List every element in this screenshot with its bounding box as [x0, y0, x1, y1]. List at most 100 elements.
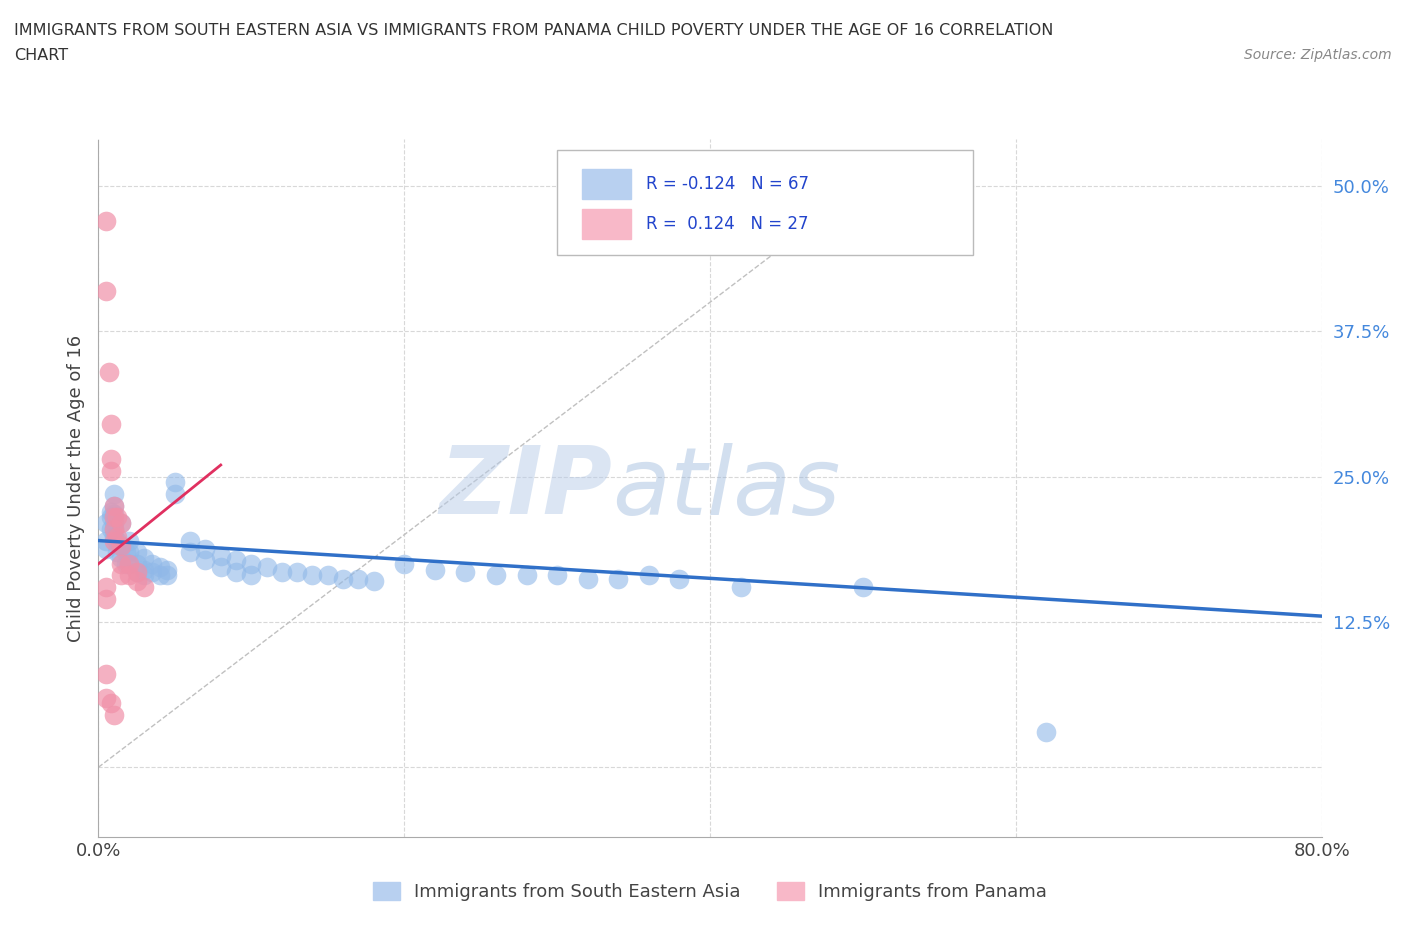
Point — [118, 556, 141, 571]
Point — [270, 565, 292, 579]
Point — [125, 565, 148, 579]
Point — [100, 417, 122, 432]
Point — [94, 591, 117, 606]
Point — [94, 284, 117, 299]
Point — [94, 579, 117, 594]
Point — [110, 539, 132, 554]
Point — [156, 562, 179, 577]
Point — [134, 579, 156, 594]
Point — [100, 504, 122, 519]
Point — [730, 579, 752, 594]
Point — [225, 553, 247, 568]
Point — [332, 571, 354, 587]
Y-axis label: Child Poverty Under the Age of 16: Child Poverty Under the Age of 16 — [66, 335, 84, 642]
Point — [105, 530, 128, 545]
Point — [115, 545, 138, 560]
Point — [103, 498, 125, 513]
Point — [668, 571, 690, 587]
Point — [105, 533, 128, 548]
Point — [347, 571, 370, 587]
Point — [423, 562, 446, 577]
Point — [103, 486, 125, 501]
Point — [607, 571, 630, 587]
Point — [209, 560, 232, 575]
Point — [225, 565, 247, 579]
Point — [118, 533, 141, 548]
Point — [94, 690, 117, 705]
Point — [209, 549, 232, 564]
Point — [141, 565, 163, 579]
Text: Source: ZipAtlas.com: Source: ZipAtlas.com — [1244, 48, 1392, 62]
Point — [125, 565, 148, 579]
Point — [194, 553, 217, 568]
Point — [110, 556, 132, 571]
Point — [156, 568, 179, 583]
Point — [118, 545, 141, 560]
Bar — [582, 169, 630, 199]
Point — [163, 475, 186, 490]
Point — [100, 463, 122, 478]
Point — [105, 510, 128, 525]
Point — [141, 556, 163, 571]
Text: R = -0.124   N = 67: R = -0.124 N = 67 — [647, 175, 810, 193]
Point — [100, 452, 122, 467]
Point — [240, 556, 263, 571]
Point — [103, 533, 125, 548]
Point — [125, 574, 148, 589]
Point — [240, 568, 263, 583]
Point — [110, 516, 132, 531]
Bar — [582, 209, 630, 239]
Point — [256, 560, 278, 575]
Point — [94, 214, 117, 229]
Point — [125, 545, 148, 560]
Point — [301, 568, 323, 583]
Point — [179, 545, 201, 560]
Point — [115, 556, 138, 571]
Point — [576, 571, 599, 587]
Point — [103, 507, 125, 522]
Point — [103, 522, 125, 537]
Point — [134, 568, 156, 583]
Point — [100, 510, 122, 525]
Point — [94, 516, 117, 531]
Point — [110, 551, 132, 565]
Point — [103, 498, 125, 513]
Point — [163, 486, 186, 501]
Point — [110, 568, 132, 583]
Point — [134, 562, 156, 577]
Point — [363, 574, 385, 589]
Point — [100, 522, 122, 537]
Point — [637, 568, 661, 583]
Point — [103, 516, 125, 531]
Text: R =  0.124   N = 27: R = 0.124 N = 27 — [647, 215, 808, 232]
Point — [125, 556, 148, 571]
FancyBboxPatch shape — [557, 150, 973, 255]
Point — [110, 539, 132, 554]
Point — [285, 565, 308, 579]
Point — [118, 568, 141, 583]
Point — [852, 579, 875, 594]
Point — [103, 708, 125, 723]
Point — [134, 551, 156, 565]
Point — [194, 541, 217, 556]
Text: IMMIGRANTS FROM SOUTH EASTERN ASIA VS IMMIGRANTS FROM PANAMA CHILD POVERTY UNDER: IMMIGRANTS FROM SOUTH EASTERN ASIA VS IM… — [14, 23, 1053, 38]
Text: atlas: atlas — [612, 443, 841, 534]
Point — [316, 568, 339, 583]
Point — [94, 667, 117, 682]
Point — [392, 556, 416, 571]
Point — [454, 565, 477, 579]
Point — [94, 541, 117, 556]
Point — [179, 533, 201, 548]
Point — [485, 568, 508, 583]
Legend: Immigrants from South Eastern Asia, Immigrants from Panama: Immigrants from South Eastern Asia, Immi… — [366, 874, 1054, 909]
Point — [118, 556, 141, 571]
Point — [149, 568, 172, 583]
Text: ZIP: ZIP — [439, 443, 612, 534]
Point — [105, 545, 128, 560]
Point — [110, 516, 132, 531]
Text: CHART: CHART — [14, 48, 67, 63]
Point — [546, 568, 568, 583]
Point — [103, 522, 125, 537]
Point — [94, 533, 117, 548]
Point — [100, 696, 122, 711]
